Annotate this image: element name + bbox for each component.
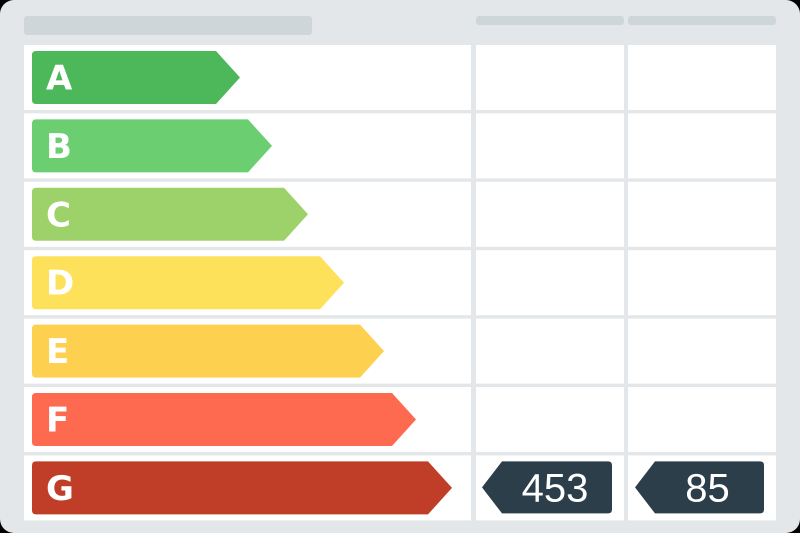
cell <box>476 250 624 316</box>
rating-letter: E <box>46 332 69 372</box>
cell <box>476 181 624 247</box>
header-bar <box>24 16 312 35</box>
rating-letter: G <box>46 469 74 509</box>
rating-arrow <box>32 393 416 446</box>
header-bar <box>628 16 776 25</box>
rating-arrow <box>32 51 240 104</box>
rating-letter: A <box>46 59 73 99</box>
cell <box>628 45 776 110</box>
cell <box>476 387 624 452</box>
rating-arrow <box>32 324 384 378</box>
rating-arrow <box>32 119 272 173</box>
cell <box>476 113 624 179</box>
value-badge <box>635 461 764 514</box>
rating-letter: C <box>46 195 71 235</box>
rating-arrow <box>32 461 452 515</box>
cell <box>628 250 776 316</box>
cell <box>628 387 776 452</box>
rating-arrow <box>32 256 344 310</box>
value-text: 453 <box>522 466 589 510</box>
watermark: habitaclia <box>340 249 460 279</box>
cell <box>628 181 776 247</box>
rating-letter: D <box>46 264 74 304</box>
cell <box>476 45 624 110</box>
cell <box>628 113 776 179</box>
rating-arrow <box>32 187 308 241</box>
rating-letter: B <box>46 127 72 167</box>
header-bar <box>476 16 624 25</box>
cell <box>628 318 776 384</box>
value-badge <box>482 461 612 514</box>
value-text: 85 <box>685 466 730 510</box>
rating-letter: F <box>46 401 69 441</box>
cell <box>476 318 624 384</box>
